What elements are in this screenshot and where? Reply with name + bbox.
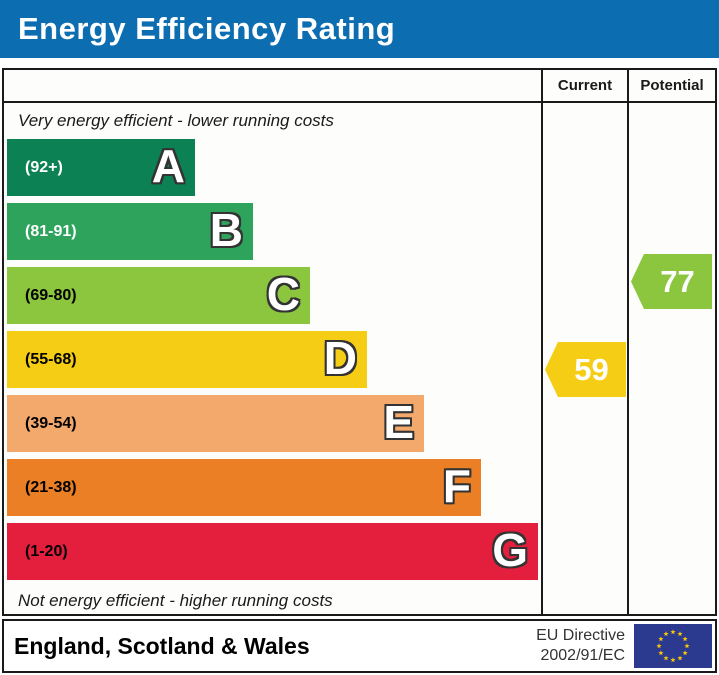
band-range-label: (69-80): [25, 286, 77, 304]
top-note: Very energy efficient - lower running co…: [18, 111, 334, 130]
rating-scale-column: Very energy efficient - lower running co…: [4, 103, 543, 614]
energy-rating-table: Current Potential Very energy efficient …: [2, 68, 717, 616]
band-range-label: (92+): [25, 158, 63, 176]
bottom-note: Not energy efficient - higher running co…: [18, 590, 333, 610]
footer-bar: England, Scotland & Wales EU Directive 2…: [2, 619, 717, 673]
band-range-label: (55-68): [25, 350, 77, 368]
eu-directive-line1: EU Directive: [536, 627, 625, 644]
current-score-column: 59: [543, 103, 629, 614]
band-range-label: (21-38): [25, 478, 77, 496]
page-title: Energy Efficiency Rating: [18, 11, 396, 46]
title-banner: Energy Efficiency Rating: [0, 0, 719, 58]
band-row-G: (1-20) G: [7, 523, 538, 580]
table-header-row: Current Potential: [4, 70, 715, 103]
band-letter: B: [209, 203, 243, 256]
band-range-label: (81-91): [25, 222, 77, 240]
rating-bands: (92+) A (81-91) B (69-80) C (55-68) D (3…: [4, 139, 541, 587]
band-range-label: (39-54): [25, 414, 77, 432]
band-row-D: (55-68) D: [7, 331, 367, 388]
potential-column-header: Potential: [640, 77, 704, 94]
band-letter: G: [492, 523, 528, 576]
band-letter: E: [383, 395, 414, 448]
footer-right-group: EU Directive 2002/91/EC: [536, 624, 715, 668]
current-score-arrow: 59: [545, 342, 626, 397]
potential-score-value: 77: [660, 263, 695, 299]
band-row-C: (69-80) C: [7, 267, 310, 324]
potential-score-column: 77: [629, 103, 715, 614]
header-spacer-cell: [4, 70, 543, 101]
band-row-F: (21-38) F: [7, 459, 481, 516]
eu-directive-line2: 2002/91/EC: [540, 647, 625, 664]
potential-score-arrow: 77: [631, 254, 712, 309]
band-row-A: (92+) A: [7, 139, 195, 196]
current-score-value: 59: [574, 351, 609, 387]
band-letter: C: [266, 267, 300, 320]
eu-directive-label: EU Directive 2002/91/EC: [536, 626, 625, 666]
eu-flag-icon: [634, 624, 712, 668]
band-row-B: (81-91) B: [7, 203, 253, 260]
band-letter: F: [442, 459, 471, 512]
table-body: Very energy efficient - lower running co…: [4, 103, 715, 614]
band-row-E: (39-54) E: [7, 395, 424, 452]
band-letter: D: [323, 331, 357, 384]
band-letter: A: [151, 139, 185, 192]
region-label: England, Scotland & Wales: [14, 632, 310, 659]
current-column-header: Current: [543, 70, 629, 101]
band-range-label: (1-20): [25, 542, 68, 560]
